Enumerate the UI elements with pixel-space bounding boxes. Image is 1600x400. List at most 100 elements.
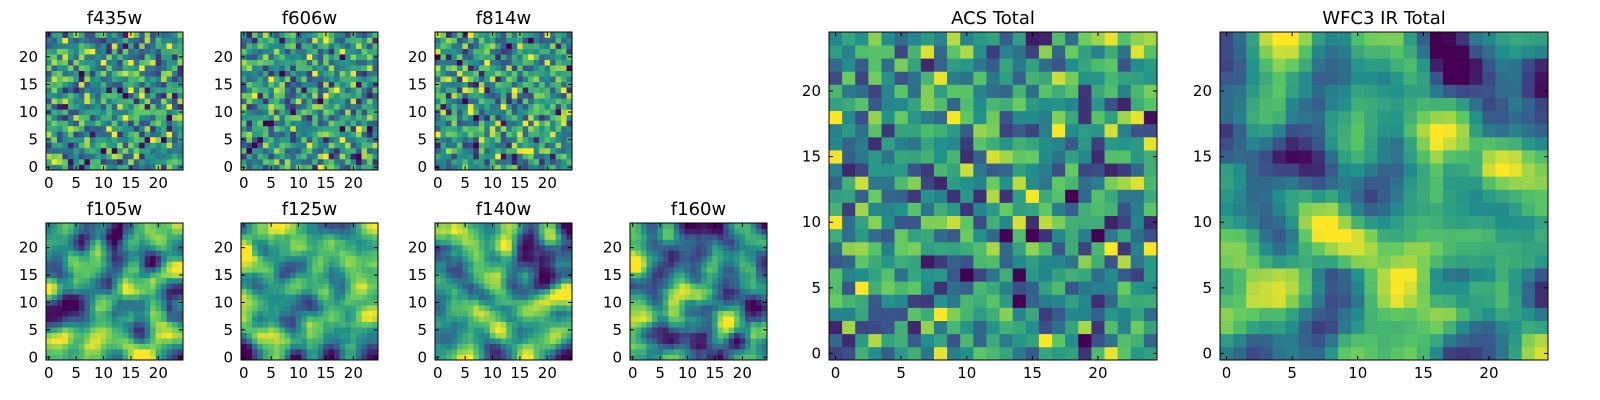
heatmap-cell [640,266,647,273]
heatmap-cell [561,131,567,138]
heatmap-cell [323,103,330,110]
heatmap-cell [528,142,534,149]
heatmap-cell [947,333,961,348]
heatmap-cell [172,261,178,268]
heatmap-cell [500,114,507,121]
heatmap-cell [855,294,869,308]
heatmap-cell [1052,281,1066,295]
heatmap-cell [522,354,529,361]
heatmap-cell [177,103,184,110]
heatmap-cell [550,76,556,83]
heatmap-cell [128,59,135,66]
heatmap-cell [301,354,308,361]
heatmap-cell [306,332,313,339]
heatmap-cell [986,215,1000,230]
heatmap-cell [56,239,63,246]
heatmap-cell [73,76,80,83]
heatmap-cell [84,65,91,71]
heatmap-cell [144,310,151,317]
heatmap-cell [279,120,286,127]
heatmap-cell [651,288,658,295]
heatmap-cell [723,327,729,333]
heatmap-cell [739,349,746,355]
x-tick-label: 0 [239,174,249,192]
heatmap-cell [361,43,368,49]
heatmap-cell [89,288,96,295]
heatmap-cell [868,255,882,269]
heatmap-cell [855,268,869,282]
heatmap-cell [907,189,922,203]
heatmap-cell [561,164,567,171]
heatmap-cell [367,120,373,127]
heatmap-cell [139,109,145,116]
heatmap-cell [241,43,247,49]
heatmap-cell [842,215,856,230]
heatmap-cell [62,354,69,361]
heatmap-cell [95,76,102,83]
heatmap-cell [745,321,751,328]
heatmap-cell [511,299,518,306]
heatmap-cell [150,239,156,246]
heatmap-cell [356,244,362,251]
heatmap-cell [306,294,313,301]
heatmap-cell [695,338,702,344]
heatmap-cell [467,239,474,246]
heatmap-cell [473,261,480,268]
heatmap-cell [246,266,253,273]
heatmap-cell [435,294,441,301]
heatmap-cell [745,223,751,229]
heatmap-cell [246,142,253,149]
heatmap-cell [279,338,286,344]
heatmap-cell [550,136,556,143]
heatmap-cell [739,327,746,333]
heatmap-cell [456,92,463,99]
heatmap-cell [695,310,702,317]
heatmap-cell [323,37,330,44]
heatmap-cell [550,54,556,60]
heatmap-cell [706,349,713,355]
heatmap-cell [268,332,275,339]
heatmap-cell [1025,281,1040,295]
heatmap-cell [894,202,909,217]
heatmap-cell [484,223,491,229]
heatmap-cell [339,233,346,240]
heatmap-cell [257,136,264,143]
heatmap-cell [122,153,129,160]
heatmap-cell [122,125,129,132]
heatmap-cell [555,81,562,88]
heatmap-cell [284,305,291,312]
heatmap-cell [62,158,69,165]
x-tick-label: 15 [121,174,140,192]
heatmap-cell [95,338,102,344]
heatmap-cell [500,354,507,361]
heatmap-cell [117,32,124,38]
heatmap-cell [467,158,474,165]
heatmap-cell [301,32,308,38]
heatmap-cell [440,65,447,71]
heatmap-cell [177,250,184,257]
heatmap-cell [550,288,556,295]
heatmap-cell [640,277,647,284]
heatmap-cell [301,158,308,165]
heatmap-cell [295,43,302,49]
heatmap-cell [56,92,63,99]
heatmap-cell [356,48,362,55]
heatmap-cell [630,294,636,301]
heatmap-cell [172,272,178,279]
heatmap-cell [829,215,843,230]
heatmap-cell [662,343,669,350]
heatmap-cell [172,59,178,66]
heatmap-cell [533,277,540,284]
heatmap-cell [295,131,302,138]
heatmap-cell [511,59,518,66]
heatmap-cell [511,65,518,71]
heatmap-cell [246,164,253,171]
heatmap-cell [701,250,708,257]
heatmap-cell [356,327,362,333]
heatmap-cell [881,163,895,177]
heatmap-cell [489,343,496,350]
heatmap-cell [855,307,869,321]
heatmap-cell [484,239,491,246]
heatmap-cell [323,125,330,132]
